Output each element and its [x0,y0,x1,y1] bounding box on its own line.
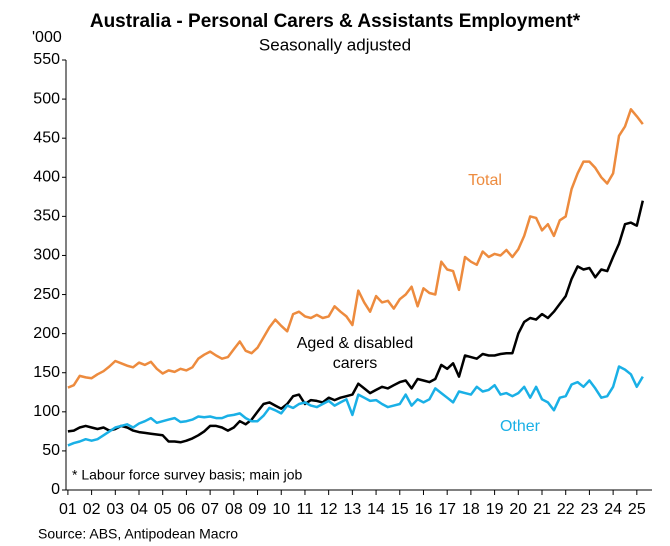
y-tick-label: 200 [33,325,60,342]
y-tick-label: 400 [33,168,60,185]
y-tick-label: 0 [51,481,60,498]
y-tick-label: 50 [42,442,60,459]
x-tick-label: 20 [509,501,527,518]
series-line [67,200,645,444]
y-tick-label: 300 [33,247,60,264]
y-tick-label: 550 [33,51,60,68]
y-tick-label: 450 [33,129,60,146]
x-tick-label: 05 [154,501,172,518]
y-unit-label: '000 [32,29,62,46]
x-tick-label: 18 [462,501,480,518]
x-tick-label: 25 [628,501,646,518]
x-tick-label: 02 [83,501,101,518]
x-tick-label: 16 [415,501,433,518]
y-tick-label: 100 [33,403,60,420]
x-tick-label: 24 [604,501,622,518]
x-tick-label: 21 [533,501,551,518]
y-tick-label: 350 [33,208,60,225]
x-tick-label: 11 [297,501,314,518]
x-tick-label: 19 [486,501,504,518]
x-tick-label: 12 [320,501,338,518]
series-line [67,365,644,447]
y-tick-label: 250 [33,286,60,303]
chart-subtitle: Seasonally adjusted [259,35,411,54]
x-tick-label: 06 [178,501,196,518]
chart-title: Australia - Personal Carers & Assistants… [90,11,581,32]
footnote: * Labour force survey basis; main job [72,467,303,483]
x-tick-label: 09 [249,501,267,518]
y-tick-label: 150 [33,364,60,381]
x-tick-label: 08 [225,501,243,518]
x-tick-label: 04 [130,501,148,518]
y-tick-label: 500 [33,90,60,107]
series-label: Total [468,172,502,189]
x-tick-label: 13 [343,501,361,518]
series-line [67,108,644,389]
series-label: Aged & disabled carers [296,335,414,372]
x-tick-label: 17 [438,501,456,518]
x-tick-label: 23 [581,501,599,518]
x-tick-label: 22 [557,501,575,518]
x-tick-label: 15 [391,501,409,518]
x-tick-label: 03 [106,501,124,518]
x-tick-label: 10 [272,501,290,518]
source: Source: ABS, Antipodean Macro [38,526,238,542]
x-tick-label: 01 [59,501,77,518]
x-tick-label: 14 [367,501,385,518]
x-tick-label: 07 [201,501,219,518]
series-label: Other [499,418,540,435]
